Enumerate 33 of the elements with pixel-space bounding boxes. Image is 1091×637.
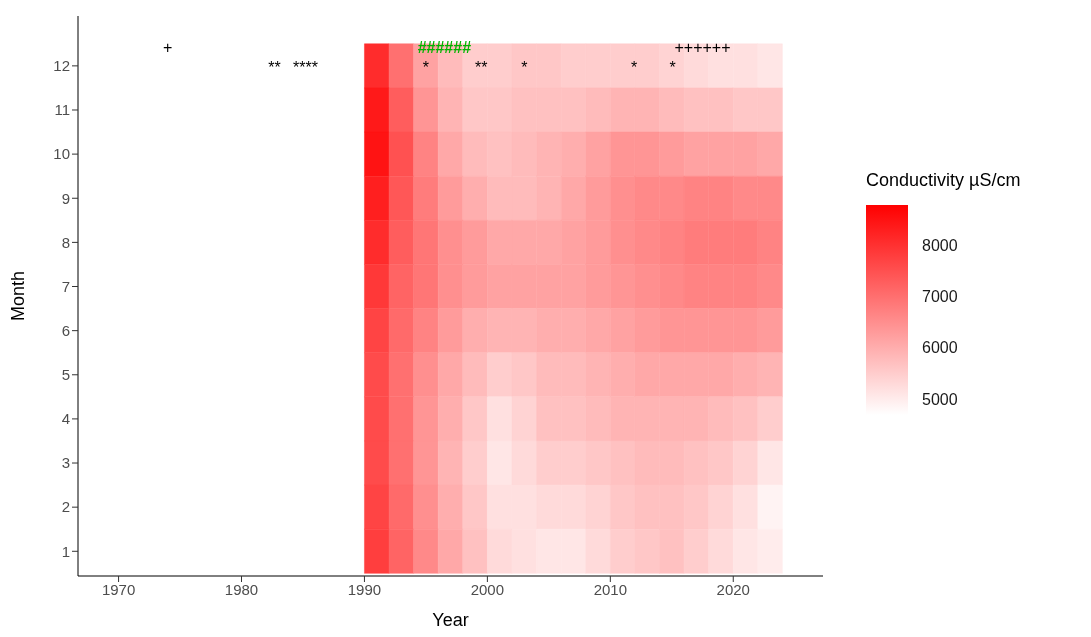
color-bar-title: Conductivity µS/cm [866, 170, 1021, 191]
x-tick-label: 1980 [224, 580, 259, 598]
y-tick-label: 10 [53, 145, 70, 163]
annotation: ** **** [268, 59, 319, 77]
x-tick-label: 2000 [470, 580, 505, 598]
y-tick-label: 2 [61, 498, 70, 516]
y-tick-label: 3 [61, 454, 70, 472]
annotation: * [521, 59, 528, 77]
annotation: * [422, 59, 430, 77]
y-tick-label: 4 [61, 410, 70, 428]
annotation: ++++++ [674, 39, 731, 57]
color-bar-label: 5000 [922, 389, 958, 410]
x-axis-title: Year [432, 610, 469, 630]
annotation: * * [630, 59, 676, 77]
y-tick-label: 1 [61, 542, 70, 560]
annotation: + [163, 39, 173, 57]
color-bar-label: 8000 [922, 235, 958, 256]
y-tick-label: 8 [61, 233, 70, 251]
y-tick-label: 9 [61, 189, 70, 207]
y-axis-title: Month [8, 270, 29, 322]
annotation: ###### [417, 39, 472, 57]
annotation: ** [475, 59, 488, 77]
y-tick-label: 7 [61, 277, 70, 295]
y-tick-label: 12 [53, 57, 70, 75]
y-tick-label: 6 [61, 321, 70, 339]
y-tick-label: 11 [54, 101, 70, 119]
x-tick-label: 1970 [101, 580, 136, 598]
color-bar-label: 6000 [922, 338, 958, 359]
x-tick-label: 2010 [593, 580, 628, 598]
color-bar-label: 7000 [922, 287, 958, 308]
x-tick-label: 2020 [716, 580, 750, 598]
x-tick-label: 1990 [347, 580, 382, 598]
y-tick-label: 5 [61, 366, 70, 384]
